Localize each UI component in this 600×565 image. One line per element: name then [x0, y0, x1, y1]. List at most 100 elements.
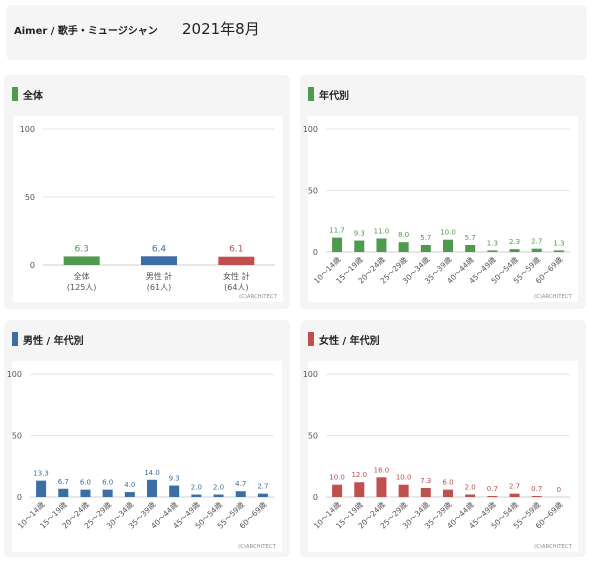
data-label: 7.3	[420, 477, 431, 485]
bar	[487, 496, 498, 497]
chart-female-by-age-svg: 05010010.010～14歳12.015～19歳16.020～24歳10.0…	[303, 370, 570, 531]
bar	[36, 480, 47, 497]
bar	[553, 250, 564, 252]
chart-credit: (C)ARCHITECT	[534, 294, 572, 300]
data-label: 16.0	[374, 466, 390, 474]
y-tick-label: 50	[308, 187, 318, 196]
bar	[63, 256, 100, 265]
data-label: 2.0	[465, 484, 476, 492]
y-tick-label: 100	[20, 125, 35, 134]
bar	[487, 250, 498, 252]
bar	[398, 242, 409, 252]
data-label: 0.7	[531, 485, 542, 493]
bar	[376, 477, 387, 497]
y-tick-label: 50	[25, 193, 35, 202]
y-tick-label: 0	[313, 248, 318, 257]
data-label: 10.0	[396, 474, 412, 482]
y-tick-label: 50	[308, 432, 318, 441]
title-color-marker	[12, 87, 18, 101]
bar	[465, 244, 476, 252]
chart-overall-svg: 0 50 100 6.3 全体 (125人) 6.4 男性 計 (61人) 6.1 女性 計 (64人…	[20, 125, 275, 292]
data-label: 2.0	[213, 484, 224, 492]
data-label: 6.4	[152, 244, 167, 254]
panel-male-by-age: 男性 / 年代別 0 50 100 13.3 10～14歳 6.7 15～19歳 6.0 20～…	[4, 320, 290, 557]
data-label: 6.1	[229, 245, 243, 255]
data-label: 2.7	[531, 238, 542, 246]
y-tick-label: 100	[303, 125, 318, 134]
panel-title-text: 女性 / 年代別	[319, 335, 380, 347]
bar	[257, 493, 268, 497]
bar	[443, 239, 453, 252]
data-label: 9.3	[169, 475, 180, 483]
bar	[332, 484, 343, 497]
data-label: 4.0	[124, 481, 135, 489]
data-label: 0.7	[487, 485, 498, 493]
data-label: 6.0	[442, 479, 453, 487]
bar	[398, 484, 409, 497]
bar	[147, 479, 157, 497]
bar	[58, 488, 69, 497]
bar	[531, 248, 542, 252]
bar	[354, 240, 365, 252]
data-label: 12.0	[351, 471, 367, 479]
bar	[465, 494, 476, 497]
chart-male-by-age-svg: 05010013.310～14歳6.715～19歳6.020～24歳6.025～…	[7, 370, 274, 531]
data-label: 13.3	[33, 470, 49, 478]
bar	[509, 249, 520, 252]
data-label: 2.7	[257, 483, 268, 491]
y-tick-label: 0	[17, 493, 22, 502]
title-color-marker	[308, 332, 314, 346]
chart-by-age-svg: 05010011.710～14歳9.315～19歳11.020～24歳8.025…	[303, 125, 570, 286]
bar	[235, 491, 246, 497]
panel-title: 女性 / 年代別	[308, 332, 380, 347]
y-tick-label: 0	[30, 261, 35, 270]
data-label: 10.0	[329, 474, 345, 482]
page-header: Aimer / 歌手・ミュージシャン 2021年8月	[6, 5, 587, 60]
x-tick-label: (64人)	[224, 283, 248, 292]
bar	[80, 489, 91, 497]
report-period: 2021年8月	[182, 20, 260, 38]
chart-credit: (C)ARCHITECT	[238, 544, 276, 550]
data-label: 2.7	[509, 483, 520, 491]
data-label: 5.7	[465, 234, 476, 242]
bar	[141, 256, 177, 265]
bar	[218, 256, 255, 265]
data-label: 2.0	[191, 484, 202, 492]
panel-title: 全体	[12, 87, 43, 102]
data-label: 11.7	[329, 227, 345, 235]
x-tick-label: (61人)	[147, 283, 171, 292]
bar	[332, 237, 343, 252]
data-label: 5.7	[420, 234, 431, 242]
y-tick-label: 0	[313, 493, 318, 502]
chart-female-by-age: 0 50 100 10.0 10～14歳 12.0 15～19歳 16.0 20～24歳 10.0…	[303, 361, 578, 552]
x-tick-label: 男性 計	[146, 271, 173, 281]
data-label: 1.3	[553, 239, 564, 247]
data-label: 11.0	[374, 227, 390, 235]
title-color-marker	[12, 332, 18, 346]
bar	[191, 494, 202, 497]
x-tick-label: 全体	[74, 271, 90, 281]
panel-title-text: 年代別	[319, 90, 349, 102]
chart-overall: 0 50 100 6.3 全体 (125人) 6.4 男性 計 (61人) 6.1 女性 計 (64人…	[13, 116, 283, 302]
chart-by-age: 0 50 100 11.7 10～14歳 9.3 15～19歳 11.0 20～24歳 8.0 25…	[303, 116, 578, 302]
bar	[354, 482, 365, 497]
bar	[376, 238, 387, 252]
artist-name: Aimer / 歌手・ミュージシャン	[14, 26, 158, 37]
data-label: 10.0	[440, 229, 456, 237]
y-tick-label: 100	[303, 370, 318, 379]
bar	[420, 244, 431, 252]
data-label: 4.7	[235, 480, 246, 488]
panel-by-age: 年代別 0 50 100 11.7 10～14歳 9.3 15～19歳 11.0 20～24歳 8…	[300, 75, 586, 309]
y-tick-label: 50	[12, 432, 22, 441]
bar	[443, 489, 453, 497]
data-label: 9.3	[354, 230, 365, 238]
data-label: 8.0	[398, 231, 409, 239]
chart-male-by-age: 0 50 100 13.3 10～14歳 6.7 15～19歳 6.0 20～24歳 6.0 25～…	[7, 361, 282, 552]
data-label: 1.3	[487, 239, 498, 247]
panel-overall: 全体 0 50 100 6.3 全体 (125人) 6.4 男性 計 (61人) 6.1 女性 計 (…	[4, 75, 290, 309]
chart-credit: (C)ARCHITECT	[534, 544, 572, 550]
bar	[102, 489, 113, 497]
bar	[420, 488, 431, 497]
panel-female-by-age: 女性 / 年代別 0 50 100 10.0 10～14歳 12.0 15～19歳 16.0 2…	[300, 320, 586, 557]
data-label: 6.3	[75, 244, 89, 254]
